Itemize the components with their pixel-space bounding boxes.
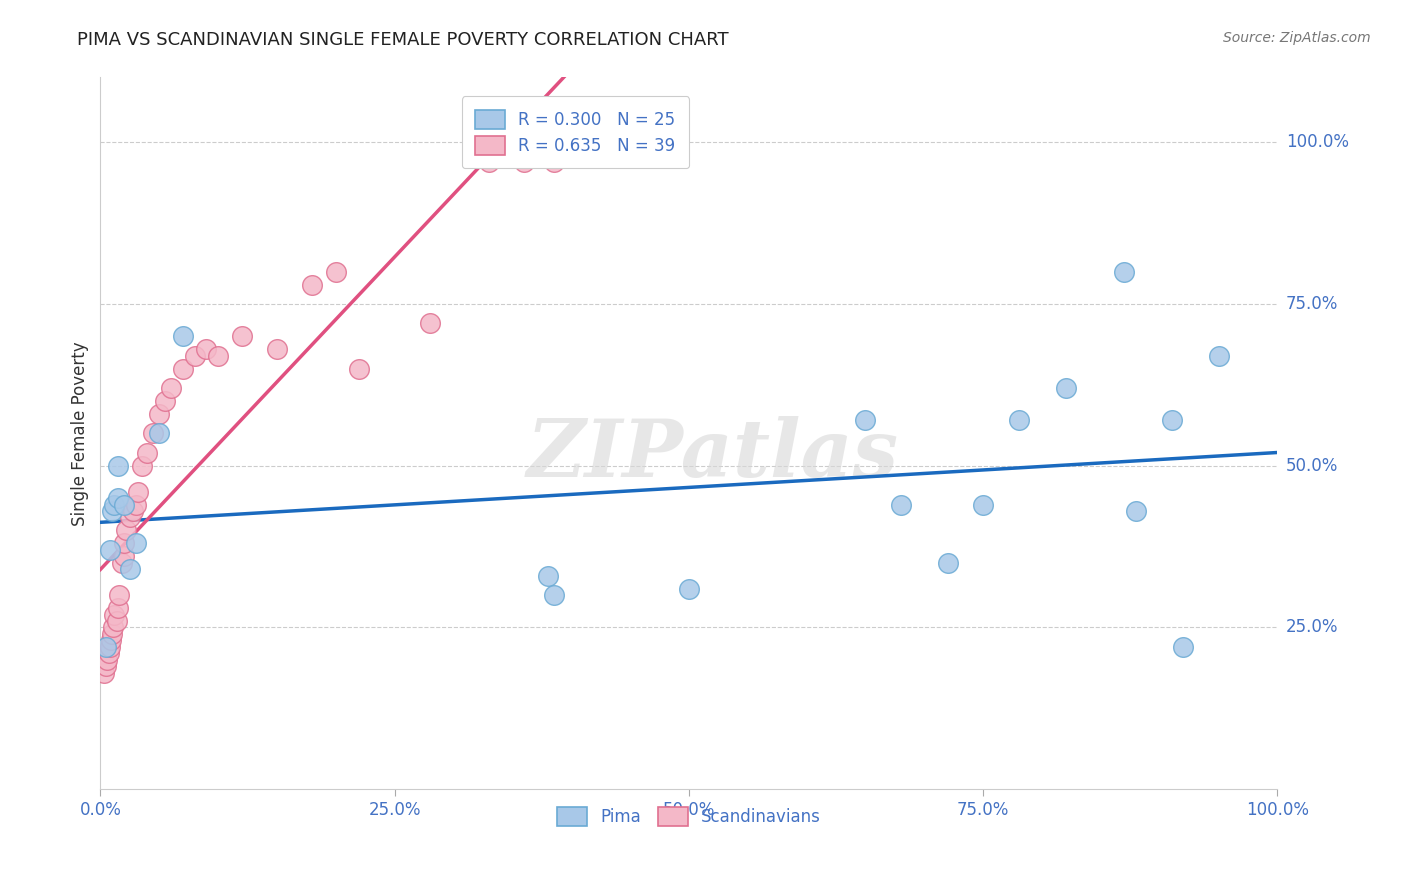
Point	[936, 556, 959, 570]
Point	[1160, 413, 1182, 427]
Point	[349, 361, 371, 376]
Point	[172, 329, 194, 343]
Point	[98, 640, 121, 654]
Point	[118, 562, 141, 576]
Point	[96, 659, 118, 673]
Point	[107, 491, 129, 505]
Point	[855, 413, 877, 427]
Point	[148, 407, 170, 421]
Point	[112, 498, 135, 512]
Text: ZIPatlas: ZIPatlas	[526, 416, 898, 493]
Point	[103, 498, 125, 512]
Text: Source: ZipAtlas.com: Source: ZipAtlas.com	[1223, 31, 1371, 45]
Point	[207, 349, 229, 363]
Point	[96, 653, 118, 667]
Point	[543, 588, 565, 602]
Point	[124, 498, 146, 512]
Point	[101, 504, 124, 518]
Point	[1054, 381, 1077, 395]
Point	[103, 607, 125, 622]
Point	[101, 627, 124, 641]
Point	[513, 154, 536, 169]
Text: 75.0%: 75.0%	[1286, 295, 1339, 313]
Point	[972, 498, 994, 512]
Point	[148, 426, 170, 441]
Point	[131, 458, 153, 473]
Point	[107, 601, 129, 615]
Point	[266, 342, 288, 356]
Point	[160, 381, 183, 395]
Point	[100, 633, 122, 648]
Point	[543, 154, 565, 169]
Text: PIMA VS SCANDINAVIAN SINGLE FEMALE POVERTY CORRELATION CHART: PIMA VS SCANDINAVIAN SINGLE FEMALE POVER…	[77, 31, 728, 49]
Point	[153, 394, 176, 409]
Point	[97, 646, 120, 660]
Point	[183, 349, 205, 363]
Point	[1125, 504, 1147, 518]
Point	[112, 549, 135, 564]
Point	[108, 588, 131, 602]
Point	[110, 556, 132, 570]
Point	[890, 498, 912, 512]
Point	[112, 536, 135, 550]
Point	[678, 582, 700, 596]
Point	[136, 446, 159, 460]
Text: 100.0%: 100.0%	[1286, 133, 1348, 151]
Point	[124, 536, 146, 550]
Point	[172, 361, 194, 376]
Point	[118, 510, 141, 524]
Point	[115, 524, 138, 538]
Point	[98, 542, 121, 557]
Text: 50.0%: 50.0%	[1286, 457, 1339, 475]
Point	[1173, 640, 1195, 654]
Point	[93, 665, 115, 680]
Point	[325, 264, 347, 278]
Point	[96, 640, 118, 654]
Point	[301, 277, 323, 292]
Point	[122, 504, 145, 518]
Y-axis label: Single Female Poverty: Single Female Poverty	[72, 341, 89, 525]
Point	[419, 316, 441, 330]
Point	[1208, 349, 1230, 363]
Point	[127, 484, 149, 499]
Point	[231, 329, 253, 343]
Legend: Pima, Scandinavians: Pima, Scandinavians	[548, 798, 830, 834]
Point	[537, 568, 560, 582]
Point	[105, 614, 128, 628]
Point	[478, 154, 501, 169]
Point	[107, 458, 129, 473]
Point	[1114, 264, 1136, 278]
Point	[195, 342, 218, 356]
Text: 25.0%: 25.0%	[1286, 618, 1339, 637]
Point	[142, 426, 165, 441]
Point	[103, 620, 125, 634]
Point	[1007, 413, 1029, 427]
